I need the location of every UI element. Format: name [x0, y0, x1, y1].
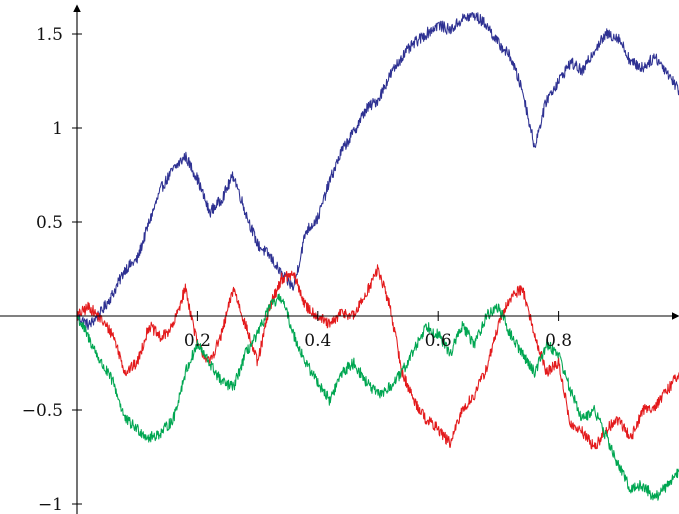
x-tick-label: 0.8 [545, 331, 572, 351]
y-tick-label: 1 [52, 119, 63, 139]
y-tick-label: −0.5 [22, 401, 63, 421]
x-tick-label: 0.4 [304, 331, 331, 351]
series-group [76, 11, 679, 501]
x-tick-group: 0.2 0.4 0.6 0.8 [184, 311, 572, 351]
x-tick-label: 0.2 [184, 331, 211, 351]
y-tick-group: 1.5 1 0.5 −0.5 −1 [22, 25, 82, 514]
y-tick-label: 1.5 [36, 25, 63, 45]
y-tick-label: 0.5 [36, 213, 63, 233]
series-line-1 [76, 11, 679, 330]
series-line-3 [76, 293, 679, 501]
y-tick-label: −1 [38, 495, 63, 514]
series-line-2 [76, 264, 679, 450]
x-tick-label: 0.6 [425, 331, 452, 351]
